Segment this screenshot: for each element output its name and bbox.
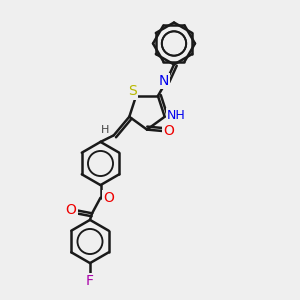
Text: N: N: [159, 74, 169, 88]
Text: H: H: [101, 125, 110, 135]
Text: O: O: [164, 124, 174, 138]
Text: O: O: [66, 203, 76, 217]
Text: S: S: [128, 85, 137, 98]
Text: NH: NH: [167, 109, 185, 122]
Text: F: F: [86, 274, 94, 288]
Text: O: O: [103, 191, 114, 205]
